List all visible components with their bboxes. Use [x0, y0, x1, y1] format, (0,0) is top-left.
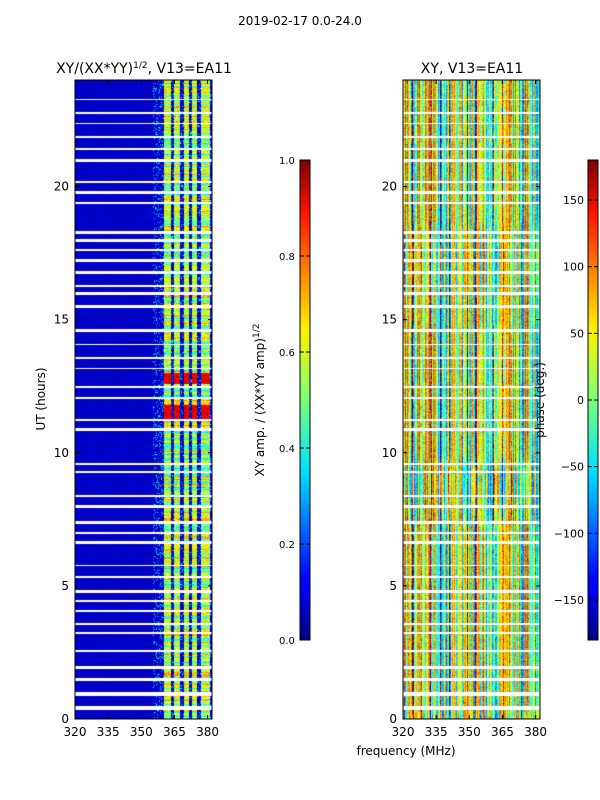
phase-colorbar-tick-label: 50: [570, 327, 584, 340]
phase-colorbar-label: phase (deg.): [533, 362, 547, 438]
amplitude-y-axis-label: UT (hours): [34, 367, 48, 430]
amplitude-heatmap: [75, 80, 212, 719]
amplitude-colorbar: 0.0 0.2 0.4 0.6 0.8 1.0 XY amp. / (XX*YY amp)…: [252, 156, 311, 647]
amplitude-y-tick-label: 15: [54, 313, 69, 327]
phase-colorbar-tick-label: −150: [554, 594, 584, 607]
amplitude-colorbar-tick-label: 0.4: [279, 444, 295, 455]
amplitude-y-tick-label: 5: [61, 579, 69, 593]
phase-y-tick-label: 5: [389, 579, 397, 593]
amplitude-y-tick-label: 20: [54, 180, 69, 194]
amplitude-x-axis: 320 335 350 365 380: [64, 80, 219, 739]
amplitude-y-tick-label: 0: [61, 712, 69, 726]
phase-x-tick-label: 320: [392, 725, 415, 739]
phase-y-tick-label: 10: [382, 446, 397, 460]
amplitude-colorbar-tick-label: 1.0: [279, 156, 295, 167]
phase-panel: XY, V13=EA11 320 335 350 365 380 0 5 10 15 20 fr…: [356, 61, 547, 758]
phase-colorbar-tick-label: −100: [554, 527, 584, 540]
amplitude-colorbar-tick-label: 0.2: [279, 540, 295, 551]
amplitude-x-tick-label: 365: [163, 725, 186, 739]
phase-colorbar: −150 −100 −50 0 50 100 150 phase (deg.): [533, 159, 599, 641]
phase-x-tick-label: 380: [524, 725, 547, 739]
figure-suptitle: 2019-02-17 0.0-24.0: [238, 14, 362, 28]
phase-x-axis: 320 335 350 365 380: [392, 80, 547, 739]
amplitude-x-tick-label: 320: [64, 725, 87, 739]
amplitude-x-tick-label: 335: [97, 725, 120, 739]
phase-y-axis: 0 5 10 15 20: [382, 180, 540, 726]
phase-panel-title: XY, V13=EA11: [421, 61, 523, 77]
phase-colorbar-tick-label: 100: [563, 261, 584, 274]
amplitude-plot-frame: [74, 79, 213, 720]
phase-colorbar-tick-label: −50: [561, 461, 584, 474]
phase-y-tick-label: 20: [382, 180, 397, 194]
phase-x-tick-label: 365: [491, 725, 514, 739]
amplitude-x-tick-label: 380: [196, 725, 219, 739]
amplitude-y-axis: 0 5 10 15 20: [54, 180, 212, 726]
amplitude-colorbar-label: XY amp. / (XX*YY amp)1/2: [252, 324, 267, 477]
phase-y-tick-label: 0: [389, 712, 397, 726]
amplitude-colorbar-ticks: 0.0 0.2 0.4 0.6 0.8 1.0: [279, 156, 310, 647]
phase-colorbar-ticks: −150 −100 −50 0 50 100 150: [554, 194, 598, 607]
amplitude-x-tick-label: 350: [130, 725, 153, 739]
amplitude-panel-title: XY/(XX*YY)1/2, V13=EA11: [56, 61, 232, 77]
amplitude-colorbar-tick-label: 0.0: [279, 636, 295, 647]
amplitude-panel: XY/(XX*YY)1/2, V13=EA11 320 335 350 365 380 …: [34, 61, 232, 739]
phase-heatmap: [403, 80, 540, 719]
amplitude-colorbar-tick-label: 0.8: [279, 252, 295, 263]
phase-x-tick-label: 335: [425, 725, 448, 739]
phase-colorbar-tick-label: 150: [563, 194, 584, 207]
phase-x-tick-label: 350: [458, 725, 481, 739]
amplitude-colorbar-gradient: [299, 159, 311, 641]
phase-x-axis-label: frequency (MHz): [356, 744, 455, 758]
phase-y-tick-label: 15: [382, 313, 397, 327]
phase-plot-frame: [402, 79, 541, 720]
amplitude-y-tick-label: 10: [54, 446, 69, 460]
phase-colorbar-tick-label: 0: [577, 394, 584, 407]
amplitude-colorbar-tick-label: 0.6: [279, 348, 295, 359]
